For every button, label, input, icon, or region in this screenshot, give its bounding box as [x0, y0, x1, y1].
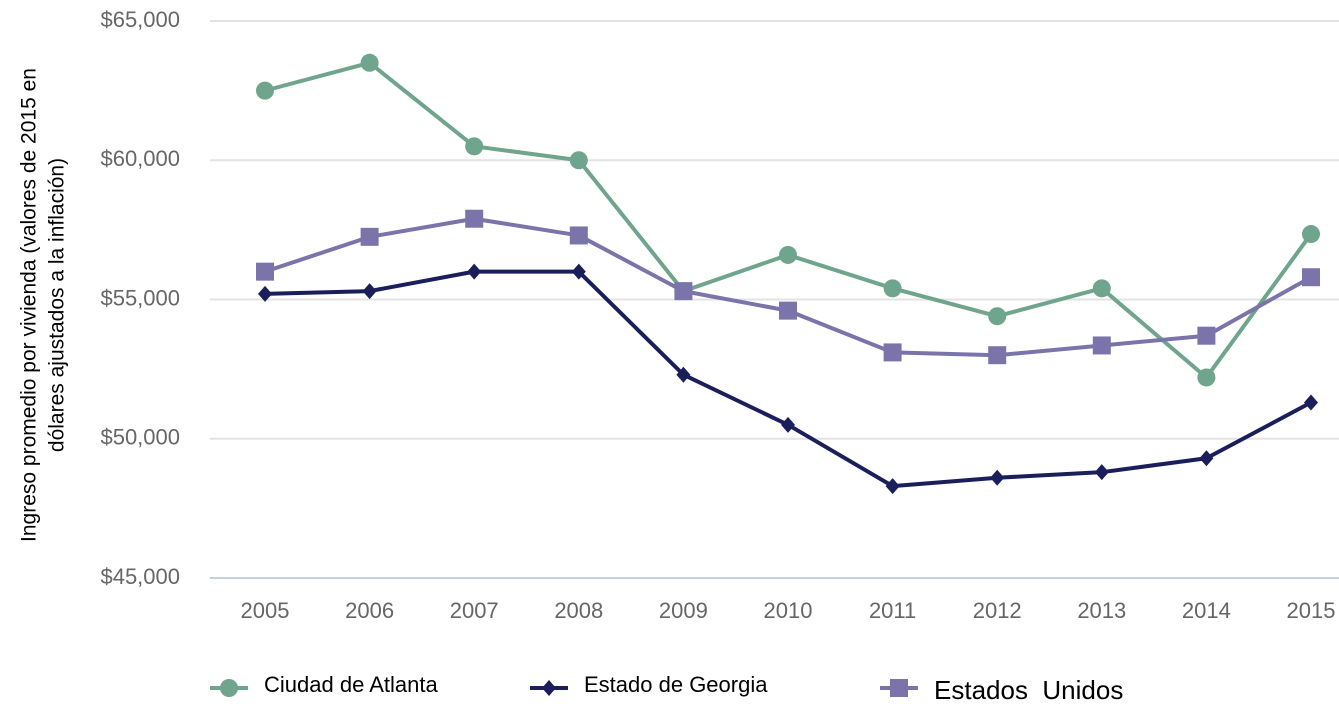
- x-tick-label: 2011: [869, 598, 916, 623]
- series-line: [264, 60, 1313, 380]
- data-point: [990, 469, 1005, 486]
- data-point: [1304, 394, 1318, 411]
- y-axis-label: Ingreso promedio por vivienda (valores d…: [18, 68, 41, 542]
- data-point: [569, 151, 588, 170]
- x-tick-label: 2008: [554, 598, 603, 623]
- legend-label: Estado de Georgia: [584, 672, 768, 697]
- data-point: [674, 282, 693, 301]
- y-tick-label: $55,000: [100, 285, 180, 310]
- data-point: [360, 53, 379, 72]
- data-point: [1092, 279, 1111, 298]
- data-point: [988, 307, 1007, 326]
- legend-marker: [890, 679, 908, 697]
- x-tick-label: 2014: [1182, 598, 1231, 623]
- x-tick-label: 2010: [764, 598, 813, 623]
- y-axis-label: dólares ajustados a la inflación): [46, 158, 69, 452]
- data-point: [676, 366, 691, 383]
- y-tick-label: $65,000: [100, 7, 180, 32]
- x-tick-label: 2015: [1287, 598, 1336, 623]
- y-tick-label: $60,000: [100, 146, 180, 171]
- data-point: [1094, 464, 1109, 481]
- data-point: [988, 346, 1007, 365]
- data-point: [467, 263, 482, 280]
- data-point: [1302, 225, 1320, 244]
- data-point: [258, 285, 272, 302]
- data-point: [883, 279, 902, 298]
- x-tick-label: 2007: [450, 598, 499, 623]
- x-tick-label: 2005: [241, 598, 290, 623]
- data-point: [883, 343, 902, 362]
- data-point: [256, 81, 274, 100]
- data-point: [885, 478, 900, 495]
- x-tick-label: 2013: [1077, 598, 1126, 623]
- data-point: [1197, 326, 1216, 345]
- data-point: [571, 263, 586, 280]
- x-tick-label: 2012: [973, 598, 1022, 623]
- y-tick-label: $50,000: [100, 425, 180, 450]
- data-point: [1302, 268, 1320, 287]
- x-tick-label: 2009: [659, 598, 708, 623]
- data-point: [779, 245, 797, 264]
- data-point: [1092, 336, 1111, 355]
- data-point: [779, 301, 797, 320]
- data-point: [465, 137, 484, 156]
- data-point: [360, 227, 379, 246]
- data-point: [569, 226, 588, 245]
- y-tick-label: $45,000: [100, 564, 180, 589]
- data-point: [1199, 450, 1214, 467]
- data-point: [256, 262, 274, 281]
- legend-label: Ciudad de Atlanta: [264, 672, 438, 697]
- data-point: [781, 416, 795, 433]
- legend-marker: [220, 679, 238, 697]
- legend-marker: [542, 680, 556, 696]
- data-point: [1197, 368, 1216, 387]
- legend-label: Estados Unidos: [934, 675, 1123, 705]
- data-point: [362, 283, 377, 300]
- x-tick-label: 2006: [345, 598, 394, 623]
- data-point: [465, 209, 484, 228]
